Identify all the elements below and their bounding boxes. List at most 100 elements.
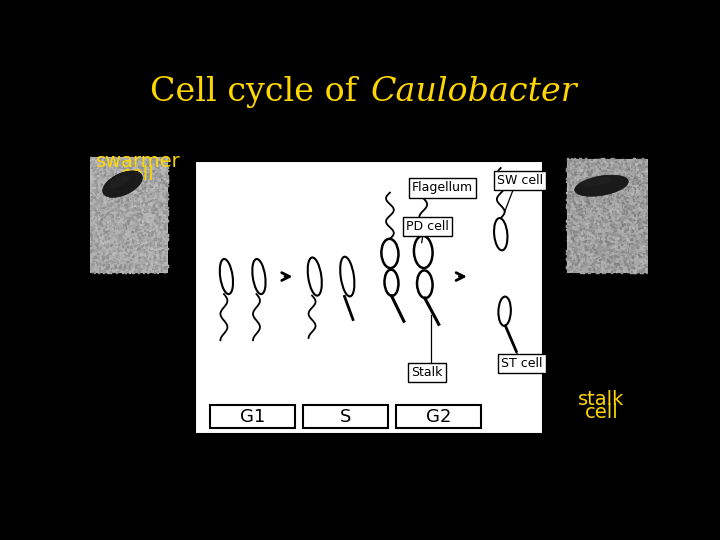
Point (597, 198, 608, 207)
Point (105, 237, 117, 246)
Point (159, 235, 171, 244)
Point (634, 258, 646, 266)
Point (638, 195, 649, 204)
Point (151, 176, 163, 185)
Point (101, 228, 112, 237)
Point (600, 244, 611, 253)
Point (575, 246, 587, 255)
Point (562, 252, 573, 260)
Point (612, 207, 624, 215)
Point (577, 211, 589, 220)
Point (613, 173, 625, 181)
Point (582, 250, 594, 259)
Point (99, 163, 110, 171)
Point (583, 158, 595, 167)
Point (148, 188, 159, 197)
Point (613, 202, 624, 211)
Point (91, 236, 103, 245)
Point (156, 258, 167, 266)
Point (120, 185, 131, 194)
Point (630, 260, 642, 268)
Point (145, 262, 157, 271)
Point (618, 171, 629, 180)
Point (121, 194, 132, 202)
Point (610, 188, 621, 197)
Point (607, 180, 618, 188)
Point (110, 206, 122, 214)
Point (589, 220, 600, 229)
Point (602, 194, 613, 202)
Point (637, 209, 649, 218)
Point (615, 198, 626, 206)
Point (91, 221, 102, 230)
Point (124, 214, 135, 222)
Point (89, 193, 100, 201)
Point (564, 216, 576, 225)
Point (145, 172, 157, 181)
Point (152, 239, 163, 248)
Point (153, 186, 165, 194)
Point (611, 267, 622, 276)
Point (575, 158, 586, 166)
Point (597, 208, 608, 217)
Point (601, 176, 613, 185)
Point (144, 234, 156, 243)
Point (618, 261, 629, 269)
Point (154, 167, 166, 176)
Point (595, 232, 607, 240)
Point (126, 168, 138, 177)
Point (630, 178, 642, 186)
Point (570, 166, 581, 175)
Point (128, 249, 140, 258)
Point (121, 173, 132, 182)
Point (641, 216, 652, 225)
Point (148, 253, 160, 262)
Point (590, 192, 601, 200)
Point (117, 227, 129, 236)
Point (102, 217, 113, 226)
Point (590, 170, 601, 179)
Point (122, 252, 134, 260)
Point (116, 230, 127, 238)
Point (121, 239, 132, 248)
Ellipse shape (575, 175, 629, 196)
Point (127, 227, 139, 236)
Point (579, 208, 590, 217)
Point (618, 239, 630, 248)
Point (140, 158, 152, 166)
Point (576, 267, 588, 275)
Point (91, 194, 103, 202)
Point (612, 253, 624, 262)
Point (632, 194, 644, 202)
Point (603, 210, 614, 218)
Point (89, 197, 100, 205)
Point (99, 246, 111, 255)
Point (157, 173, 168, 182)
Point (138, 192, 150, 200)
Point (105, 181, 117, 190)
Point (153, 251, 165, 259)
Point (601, 223, 613, 232)
Point (112, 185, 123, 194)
Point (133, 245, 145, 254)
Point (582, 159, 594, 168)
Point (581, 194, 593, 202)
Point (104, 254, 116, 263)
Point (585, 181, 597, 190)
Point (594, 156, 606, 164)
Point (117, 256, 129, 265)
Point (631, 205, 643, 214)
Point (118, 222, 130, 231)
Point (127, 200, 139, 208)
Point (133, 190, 145, 198)
Point (107, 266, 119, 275)
Point (147, 155, 158, 164)
Point (581, 201, 593, 210)
Point (631, 191, 643, 200)
Point (96, 202, 108, 211)
Point (628, 192, 639, 201)
Point (615, 220, 626, 229)
Point (143, 267, 155, 276)
Point (624, 237, 636, 245)
Point (585, 253, 596, 262)
